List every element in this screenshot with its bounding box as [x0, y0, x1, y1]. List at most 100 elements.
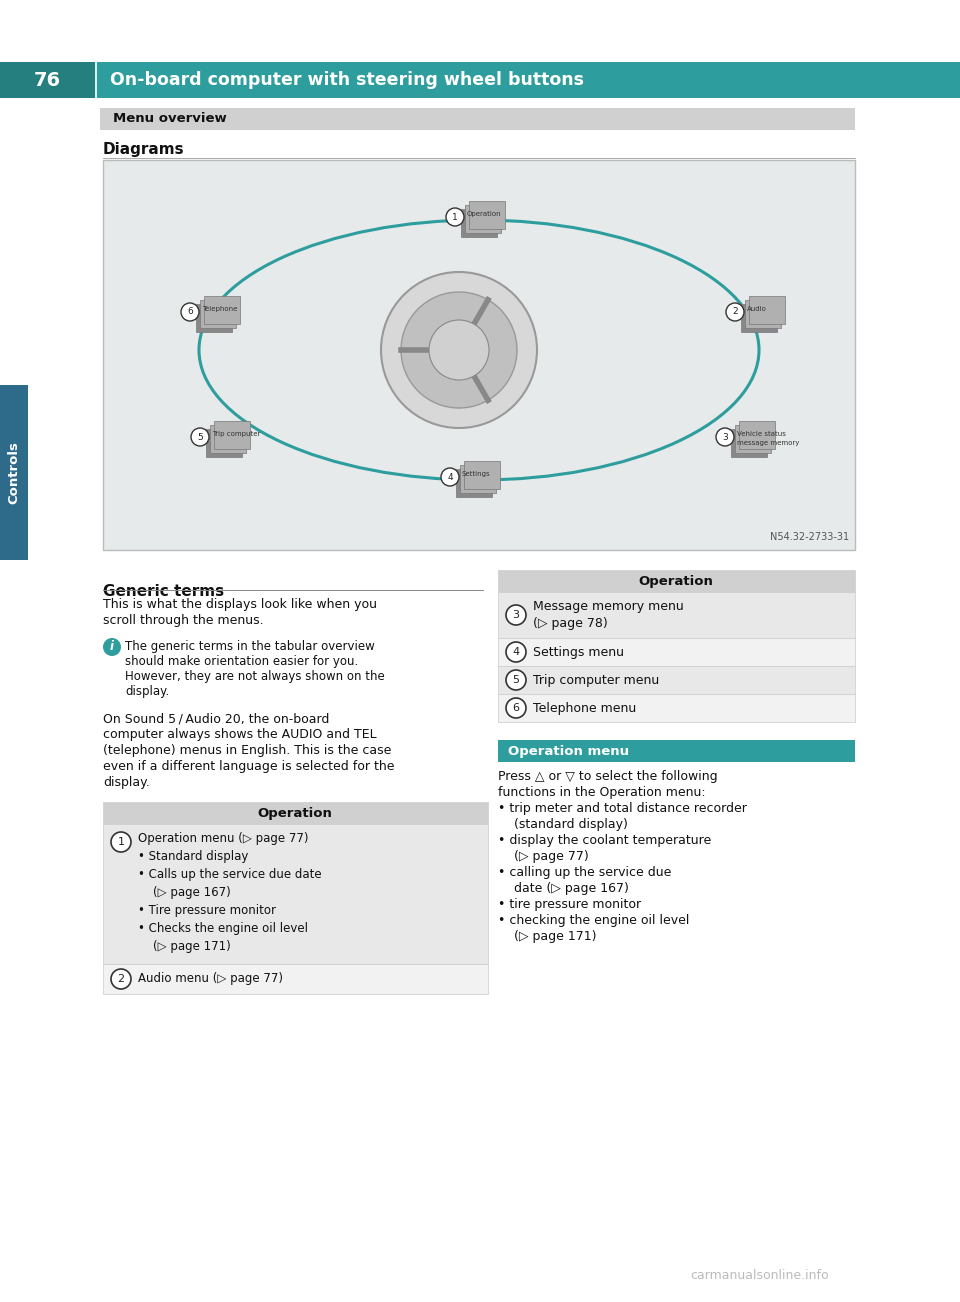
Text: (▷ page 78): (▷ page 78): [533, 617, 608, 630]
Text: N54.32-2733-31: N54.32-2733-31: [770, 533, 849, 542]
Text: Controls: Controls: [8, 441, 20, 504]
Text: 4: 4: [447, 473, 453, 482]
Text: (▷ page 77): (▷ page 77): [498, 850, 588, 863]
Text: i: i: [110, 641, 114, 654]
Bar: [498, 638, 855, 667]
Circle shape: [726, 303, 744, 322]
Text: Operation: Operation: [257, 806, 332, 819]
Circle shape: [111, 969, 131, 990]
Text: display.: display.: [125, 685, 169, 698]
Bar: [196, 303, 232, 332]
Circle shape: [506, 605, 526, 625]
Bar: [498, 570, 855, 592]
Bar: [465, 204, 501, 233]
Text: This is what the displays look like when you: This is what the displays look like when…: [103, 598, 377, 611]
Text: Operation menu: Operation menu: [508, 745, 629, 758]
Text: • Standard display: • Standard display: [138, 850, 249, 863]
Circle shape: [103, 638, 121, 656]
Bar: [214, 421, 250, 449]
Text: 5: 5: [513, 674, 519, 685]
Text: 4: 4: [513, 647, 519, 658]
Text: Telephone menu: Telephone menu: [533, 702, 636, 715]
Bar: [206, 428, 242, 457]
Circle shape: [506, 698, 526, 717]
Circle shape: [441, 467, 459, 486]
Text: message memory: message memory: [737, 440, 800, 447]
Text: • display the coolant temperature: • display the coolant temperature: [498, 835, 711, 848]
Circle shape: [401, 292, 517, 408]
Text: • tire pressure monitor: • tire pressure monitor: [498, 898, 641, 911]
Bar: [200, 299, 236, 328]
Circle shape: [191, 428, 209, 447]
Text: However, they are not always shown on the: However, they are not always shown on th…: [125, 671, 385, 684]
Bar: [731, 428, 767, 457]
Text: 2: 2: [117, 974, 125, 984]
Bar: [0, 62, 95, 98]
Text: Settings menu: Settings menu: [533, 646, 624, 659]
Text: date (▷ page 167): date (▷ page 167): [498, 881, 629, 894]
Bar: [735, 424, 771, 453]
Text: • Checks the engine oil level: • Checks the engine oil level: [138, 922, 308, 935]
Text: even if a different language is selected for the: even if a different language is selected…: [103, 760, 395, 773]
Bar: [456, 469, 492, 497]
Bar: [498, 592, 855, 638]
Text: Trip computer menu: Trip computer menu: [533, 674, 660, 687]
Text: scroll through the menus.: scroll through the menus.: [103, 615, 264, 628]
Bar: [100, 108, 855, 130]
Bar: [210, 424, 246, 453]
Bar: [460, 465, 496, 493]
Bar: [103, 963, 488, 993]
Bar: [498, 740, 855, 762]
Text: (▷ page 171): (▷ page 171): [498, 930, 596, 943]
Bar: [103, 802, 488, 824]
Text: 1: 1: [452, 212, 458, 221]
Text: • checking the engine oil level: • checking the engine oil level: [498, 914, 689, 927]
Text: Diagrams: Diagrams: [103, 142, 184, 158]
Bar: [498, 694, 855, 723]
Bar: [498, 667, 855, 694]
Circle shape: [716, 428, 734, 447]
Text: (▷ page 171): (▷ page 171): [138, 940, 230, 953]
Circle shape: [111, 832, 131, 852]
Text: 2: 2: [732, 307, 738, 316]
Text: The generic terms in the tabular overview: The generic terms in the tabular overvie…: [125, 641, 374, 654]
Text: On Sound 5 / Audio 20, the on-board: On Sound 5 / Audio 20, the on-board: [103, 712, 329, 725]
Bar: [103, 824, 488, 963]
Text: carmanualsonline.info: carmanualsonline.info: [690, 1269, 829, 1282]
Text: (▷ page 167): (▷ page 167): [138, 885, 230, 898]
Text: • Tire pressure monitor: • Tire pressure monitor: [138, 904, 276, 917]
Bar: [745, 299, 781, 328]
Text: Menu overview: Menu overview: [113, 112, 227, 125]
Bar: [464, 461, 500, 490]
Text: • trip meter and total distance recorder: • trip meter and total distance recorder: [498, 802, 747, 815]
Bar: [103, 160, 855, 549]
Text: should make orientation easier for you.: should make orientation easier for you.: [125, 655, 358, 668]
Text: Operation menu (▷ page 77): Operation menu (▷ page 77): [138, 832, 308, 845]
Text: Audio menu (▷ page 77): Audio menu (▷ page 77): [138, 973, 283, 986]
Text: • calling up the service due: • calling up the service due: [498, 866, 671, 879]
Text: 76: 76: [34, 70, 60, 90]
Text: • Calls up the service due date: • Calls up the service due date: [138, 868, 322, 881]
Circle shape: [181, 303, 199, 322]
Text: display.: display.: [103, 776, 150, 789]
Bar: [461, 210, 497, 237]
Text: 5: 5: [197, 432, 203, 441]
Text: 3: 3: [513, 611, 519, 620]
Circle shape: [446, 208, 464, 227]
Text: (telephone) menus in English. This is the case: (telephone) menus in English. This is th…: [103, 743, 392, 756]
Text: Operation: Operation: [638, 574, 713, 587]
Bar: [739, 421, 775, 449]
Text: 1: 1: [117, 837, 125, 848]
Text: On-board computer with steering wheel buttons: On-board computer with steering wheel bu…: [110, 72, 584, 89]
Text: functions in the Operation menu:: functions in the Operation menu:: [498, 786, 706, 799]
Text: Operation: Operation: [467, 211, 502, 217]
Text: Press △ or ▽ to select the following: Press △ or ▽ to select the following: [498, 769, 718, 783]
Circle shape: [381, 272, 537, 428]
Text: Telephone: Telephone: [202, 306, 237, 312]
Bar: [204, 296, 240, 324]
Bar: [741, 303, 777, 332]
Text: Generic terms: Generic terms: [103, 585, 224, 599]
Text: 3: 3: [722, 432, 728, 441]
Text: Vehicle status: Vehicle status: [737, 431, 786, 437]
Text: Settings: Settings: [462, 471, 491, 477]
